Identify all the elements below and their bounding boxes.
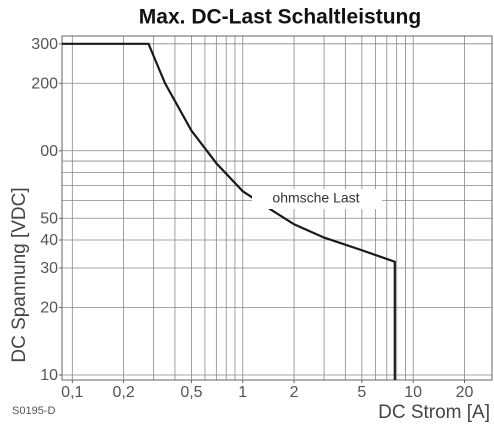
- x-tick-label: 2: [290, 384, 299, 401]
- line-series: [62, 42, 396, 380]
- x-tick-label: 0,2: [112, 384, 134, 401]
- x-tick-label: 0,5: [180, 384, 202, 401]
- y-tick-label: 20: [40, 300, 58, 317]
- y-tick-label: 00: [40, 143, 58, 160]
- y-tick-label: 50: [40, 210, 58, 227]
- x-tick-label: 5: [357, 384, 366, 401]
- y-tick-label: 10: [40, 367, 58, 384]
- x-tick-label: 1: [238, 384, 247, 401]
- y-axis-label: DC Spannung [VDC]: [9, 187, 30, 362]
- y-tick-label: 200: [31, 75, 58, 92]
- y-tick-label: 300: [31, 36, 58, 53]
- y-tick-label: 30: [40, 260, 58, 277]
- annotation-background: [252, 189, 382, 209]
- y-tick-label: 40: [40, 232, 58, 249]
- figure-code: S0195-D: [12, 405, 55, 417]
- x-tick-label: 0,1: [61, 384, 83, 401]
- x-tick-label: 10: [404, 384, 422, 401]
- curve-label: ohmsche Last: [272, 190, 359, 206]
- plot-frame: [61, 35, 493, 381]
- chart-title: Max. DC-Last Schaltleistung: [139, 6, 421, 29]
- x-axis-label: DC Strom [A]: [378, 402, 490, 423]
- x-tick-label: 20: [456, 384, 474, 401]
